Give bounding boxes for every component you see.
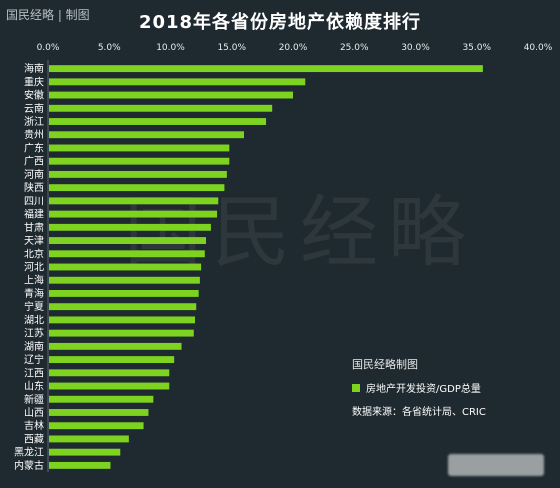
legend-entry: 房地产开发投资/GDP总量 bbox=[352, 380, 486, 395]
bar bbox=[49, 395, 154, 403]
x-tick-label: 20.0% bbox=[279, 43, 308, 53]
bar bbox=[49, 448, 121, 456]
category-label: 天津 bbox=[24, 235, 44, 247]
category-label: 河北 bbox=[24, 262, 44, 274]
category-label: 甘肃 bbox=[24, 221, 44, 234]
legend: 国民经略制图 房地产开发投资/GDP总量 数据来源：各省统计局、CRIC bbox=[352, 356, 486, 418]
legend-source: 数据来源：各省统计局、CRIC bbox=[352, 407, 486, 418]
bar bbox=[49, 237, 207, 244]
x-tick-label: 25.0% bbox=[340, 43, 369, 53]
legend-title: 国民经略制图 bbox=[352, 358, 418, 371]
x-tick-label: 0.0% bbox=[37, 43, 60, 53]
category-label: 宁夏 bbox=[24, 300, 44, 313]
category-label: 浙江 bbox=[24, 116, 44, 128]
bar bbox=[49, 250, 205, 258]
bar bbox=[49, 382, 170, 390]
category-label: 云南 bbox=[24, 102, 44, 115]
bar bbox=[49, 131, 244, 139]
bar bbox=[49, 356, 175, 364]
bar bbox=[49, 276, 200, 284]
bar bbox=[49, 263, 202, 271]
category-label: 湖北 bbox=[24, 314, 44, 326]
bar bbox=[49, 144, 230, 152]
x-tick-label: 10.0% bbox=[156, 43, 185, 53]
x-tick-label: 15.0% bbox=[217, 43, 246, 53]
category-label: 江苏 bbox=[24, 327, 44, 340]
category-label: 北京 bbox=[24, 247, 44, 260]
bar bbox=[49, 316, 195, 324]
category-label: 上海 bbox=[24, 274, 44, 287]
category-label: 海南 bbox=[24, 62, 44, 75]
bar bbox=[49, 210, 218, 218]
bar bbox=[49, 78, 306, 86]
category-label: 湖南 bbox=[24, 340, 44, 353]
bar bbox=[49, 409, 149, 416]
x-tick-label: 30.0% bbox=[401, 43, 430, 53]
category-label: 吉林 bbox=[24, 419, 44, 432]
x-tick-label: 35.0% bbox=[462, 43, 491, 53]
category-label: 西藏 bbox=[24, 433, 44, 445]
category-label: 广西 bbox=[24, 156, 44, 168]
x-tick-label: 5.0% bbox=[98, 43, 121, 53]
bar bbox=[49, 329, 194, 337]
bar bbox=[49, 422, 144, 430]
bar bbox=[49, 104, 273, 112]
category-label: 陕西 bbox=[24, 181, 44, 194]
bar bbox=[49, 118, 267, 125]
bar bbox=[49, 369, 170, 377]
category-label: 新疆 bbox=[24, 393, 44, 406]
category-label: 河南 bbox=[24, 168, 44, 181]
bar bbox=[49, 184, 225, 192]
bar bbox=[49, 170, 227, 178]
bar bbox=[49, 91, 293, 99]
category-label: 山东 bbox=[24, 380, 44, 393]
bar bbox=[49, 461, 111, 469]
category-label: 内蒙古 bbox=[14, 459, 44, 472]
category-label: 青海 bbox=[24, 287, 44, 300]
blurred-overlay bbox=[448, 454, 544, 476]
category-label: 广东 bbox=[24, 141, 44, 154]
bar bbox=[49, 435, 129, 443]
category-label: 辽宁 bbox=[24, 353, 44, 366]
category-label: 黑龙江 bbox=[14, 446, 44, 459]
category-label: 山西 bbox=[24, 407, 44, 419]
category-label: 贵州 bbox=[24, 128, 44, 141]
bar bbox=[49, 290, 199, 297]
legend-series-label: 房地产开发投资/GDP总量 bbox=[366, 384, 481, 395]
bar bbox=[49, 303, 197, 311]
legend-swatch bbox=[352, 383, 360, 392]
x-tick-label: 40.0% bbox=[524, 43, 553, 53]
bar bbox=[49, 197, 219, 205]
category-label: 四川 bbox=[24, 196, 44, 207]
chart-title: 2018年各省份房地产依赖度排行 bbox=[138, 12, 422, 33]
brand-label: 国民经略 | 制图 bbox=[6, 8, 90, 22]
category-label: 福建 bbox=[24, 208, 44, 221]
category-label: 重庆 bbox=[24, 75, 44, 88]
bar bbox=[49, 65, 483, 73]
bar bbox=[49, 223, 211, 231]
bar bbox=[49, 342, 182, 350]
category-label: 江西 bbox=[24, 367, 44, 379]
bar bbox=[49, 157, 230, 165]
category-label: 安徽 bbox=[24, 89, 44, 102]
